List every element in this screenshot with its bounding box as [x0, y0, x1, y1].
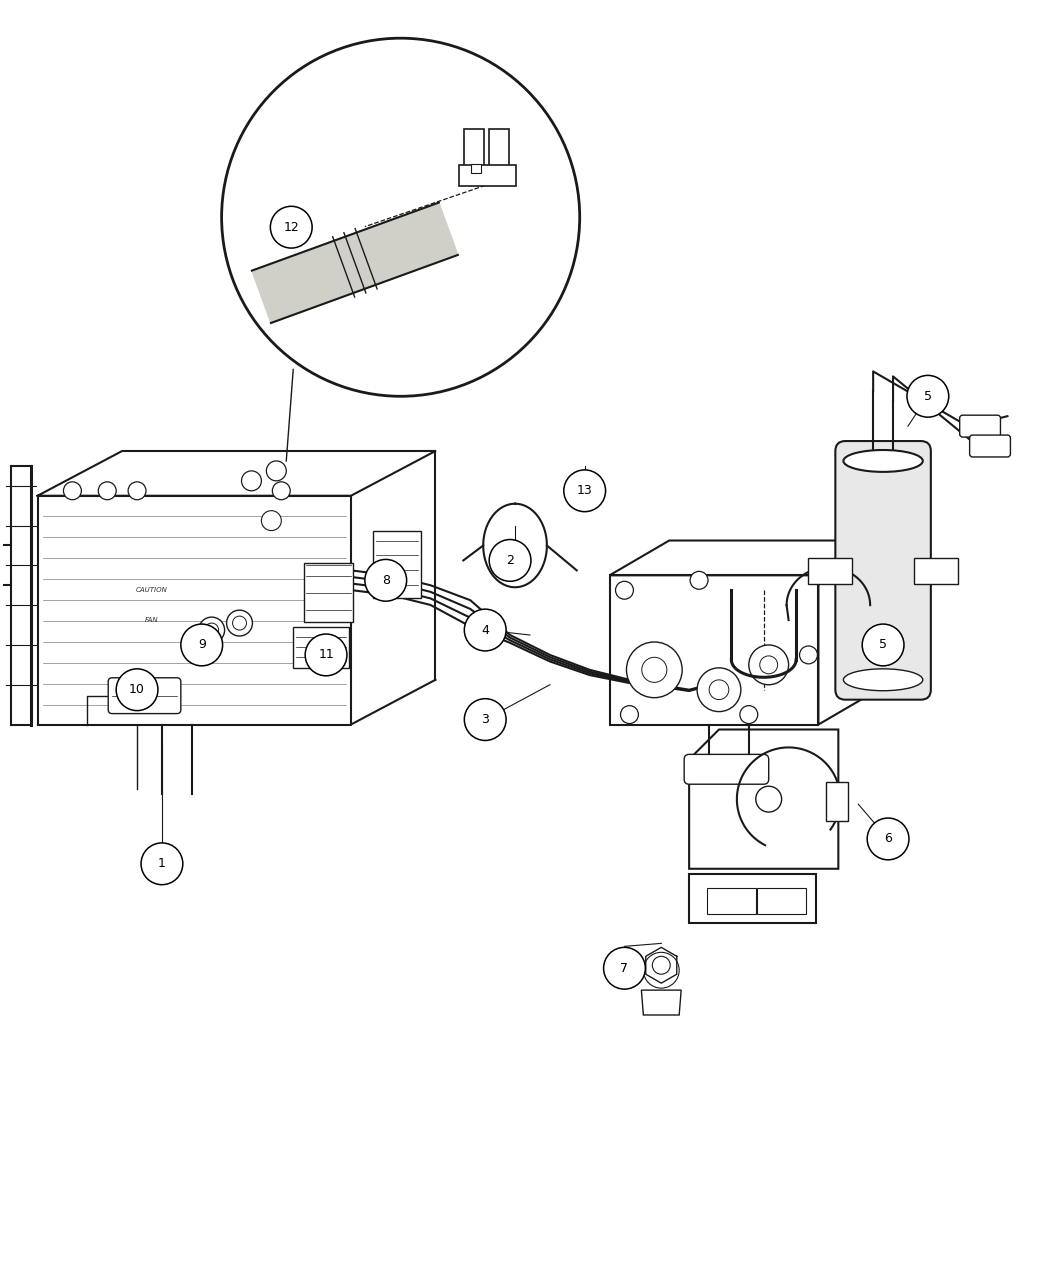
Circle shape	[756, 787, 781, 812]
Text: 7: 7	[621, 961, 629, 975]
Circle shape	[709, 680, 729, 700]
FancyBboxPatch shape	[826, 783, 848, 821]
Text: 11: 11	[318, 649, 334, 662]
FancyBboxPatch shape	[707, 887, 756, 913]
Circle shape	[141, 843, 183, 885]
Text: 9: 9	[197, 639, 206, 652]
FancyBboxPatch shape	[757, 887, 805, 913]
Text: 13: 13	[576, 484, 592, 497]
Circle shape	[261, 511, 281, 530]
Circle shape	[604, 947, 646, 989]
Circle shape	[270, 207, 312, 249]
Circle shape	[306, 634, 346, 676]
Circle shape	[697, 668, 741, 711]
Circle shape	[272, 482, 290, 500]
Circle shape	[907, 375, 949, 417]
Circle shape	[740, 705, 758, 723]
Circle shape	[99, 482, 117, 500]
Text: CAUTION: CAUTION	[136, 588, 168, 593]
Text: 8: 8	[382, 574, 390, 586]
FancyBboxPatch shape	[304, 564, 353, 622]
FancyBboxPatch shape	[464, 129, 484, 168]
Text: 3: 3	[481, 713, 489, 725]
Circle shape	[760, 655, 778, 673]
FancyBboxPatch shape	[836, 441, 931, 700]
FancyBboxPatch shape	[373, 530, 421, 598]
Circle shape	[222, 38, 580, 397]
Circle shape	[644, 952, 679, 988]
Circle shape	[799, 646, 818, 664]
Text: 10: 10	[129, 683, 145, 696]
FancyBboxPatch shape	[489, 129, 509, 168]
Circle shape	[242, 470, 261, 491]
Circle shape	[267, 462, 287, 481]
Circle shape	[627, 643, 683, 697]
Text: 6: 6	[884, 833, 892, 845]
Text: 5: 5	[924, 390, 931, 403]
Circle shape	[464, 699, 506, 741]
FancyBboxPatch shape	[108, 678, 181, 714]
Circle shape	[574, 481, 594, 501]
FancyBboxPatch shape	[293, 627, 349, 668]
Circle shape	[615, 581, 633, 599]
Circle shape	[117, 669, 158, 710]
Circle shape	[227, 611, 252, 636]
Text: 4: 4	[481, 623, 489, 636]
Circle shape	[464, 609, 506, 652]
Circle shape	[181, 623, 223, 666]
Text: 5: 5	[879, 639, 887, 652]
FancyBboxPatch shape	[960, 416, 1001, 437]
FancyBboxPatch shape	[808, 558, 853, 584]
Circle shape	[63, 482, 81, 500]
FancyBboxPatch shape	[459, 164, 516, 186]
Circle shape	[749, 645, 789, 685]
Circle shape	[862, 623, 904, 666]
Circle shape	[489, 539, 531, 581]
Text: 1: 1	[158, 857, 166, 871]
Circle shape	[198, 617, 225, 643]
Circle shape	[364, 560, 406, 602]
Circle shape	[867, 819, 909, 859]
Circle shape	[652, 956, 670, 974]
Ellipse shape	[843, 450, 923, 472]
Circle shape	[642, 658, 667, 682]
FancyBboxPatch shape	[969, 435, 1010, 456]
FancyBboxPatch shape	[685, 755, 769, 784]
Circle shape	[690, 571, 708, 589]
Ellipse shape	[843, 669, 923, 691]
Text: 12: 12	[284, 221, 299, 233]
Text: FAN: FAN	[145, 617, 159, 623]
Circle shape	[564, 470, 606, 511]
Circle shape	[205, 623, 218, 638]
FancyBboxPatch shape	[471, 163, 481, 173]
FancyBboxPatch shape	[914, 558, 958, 584]
Circle shape	[128, 482, 146, 500]
Polygon shape	[252, 203, 458, 323]
Text: 2: 2	[506, 553, 514, 567]
Circle shape	[232, 616, 247, 630]
Circle shape	[621, 705, 638, 723]
